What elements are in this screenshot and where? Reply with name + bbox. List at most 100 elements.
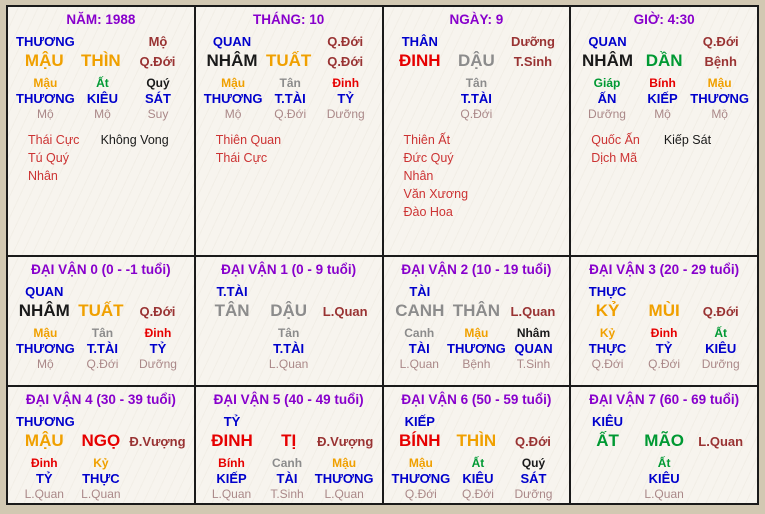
branch-label: MÃO [644,431,684,450]
hidden-stage-label: Q.Đới [460,107,493,121]
cell-title: NGÀY: 9 [449,12,504,27]
hour-pillar: GIỜ: 4:30 QUAN Q.Đới NHÂM DẦN Bệnh Giáp ẤN Dưỡng… [571,7,757,255]
hidden-stage-label: Q.Đới [591,357,624,371]
stage-label: Q.Đới [139,54,176,69]
hidden-stem-label: Quý [146,76,170,90]
day-pillar: NGÀY: 9 THÂN Dưỡng ĐINH DẬU T.Sinh Tân T.TÀI Q.Đ… [383,7,570,255]
hidden-stage-label: Bệnh [462,357,491,371]
star-label: Thái Cực [28,133,80,147]
hidden-ten-god-label: TỶ [337,91,355,106]
cell-title: ĐẠI VẬN 0 (0 - -1 tuổi) [31,262,171,277]
branch-label: TUẤT [78,301,124,320]
hidden-ten-god-label: THƯƠNG [447,341,506,356]
stem-label: CANH [395,301,445,320]
hidden-stage-label: T.Sinh [516,357,551,371]
hidden-stem-label: Mậu [707,76,732,90]
hidden-stage-label: L.Quan [268,357,309,371]
hidden-ten-god-label: ẤN [597,91,617,106]
hidden-ten-god-label: KIẾP [216,471,247,486]
four-pillars-grid: NĂM: 1988 THƯƠNG Mộ MẬU THÌN Q.Đới Mậu THƯƠNG Mộ… [6,5,759,505]
star-label: Thái Cực [215,151,268,165]
luck-period-0: ĐẠI VẬN 0 (0 - -1 tuổi) QUAN NHÂM TUẤT Q.Đới… [8,257,194,385]
branch-label: THÌN [81,51,121,70]
hidden-ten-god-label: THƯƠNG [16,341,75,356]
hidden-ten-god-label: KIÊU [705,341,737,356]
stage-label: L.Quan [698,434,744,449]
hidden-stage-label: L.Quan [24,487,64,501]
stage-label: Bệnh [704,54,737,69]
ten-god-label: THƯƠNG [16,414,75,429]
hidden-stage-label: Q.Đới [86,357,119,371]
hidden-stage-label: T.Sinh [270,487,304,501]
ten-god-label: THƯƠNG [16,34,75,49]
star-label: Thiên Quan [215,133,282,147]
star-label: Đức Quý Nhân [403,151,454,183]
hidden-stem-label: Ất [96,76,109,90]
hidden-stem-label: Quý [521,456,546,470]
hidden-stage-label: Dưỡng [139,357,177,371]
stage-label: Q.Đới [702,34,739,49]
ten-god-label: TÀI [409,284,431,299]
cell-title: THÁNG: 10 [252,12,325,27]
hidden-stage-label: Q.Đới [648,357,681,371]
luck-period-2: ĐẠI VẬN 2 (10 - 19 tuổi) TÀI CANH THÂN L.Qua… [383,257,570,385]
hidden-ten-god-label: T.TÀI [86,341,118,356]
hidden-stage-label: L.Quan [644,487,684,501]
stage-label: Q.Đới [327,54,364,69]
star-label: Không Vong [100,133,169,147]
hidden-ten-god-label: TÀI [408,341,430,356]
stage-label: Q.Đới [514,434,551,449]
stage-label: Đ.Vượng [317,434,374,449]
hidden-ten-god-label: KIẾP [647,91,678,106]
hidden-ten-god-label: TÀI [276,471,298,486]
hidden-stem-label: Đinh [30,456,58,470]
luck-period-5: ĐẠI VẬN 5 (40 - 49 tuổi) TỶ ĐINH TỊ Đ.Vượng B… [195,387,382,503]
hidden-stem-label: Ất [714,326,728,340]
cell-title: ĐẠI VẬN 1 (0 - 9 tuổi) [221,262,357,277]
stage-label: Mộ [148,34,168,49]
hidden-stage-label: Q.Đới [404,487,437,501]
hidden-stem-label: Canh [404,326,435,340]
luck-period-6: ĐẠI VẬN 6 (50 - 59 tuổi) KIẾP BÍNH THÌN Q.Đớ… [383,387,570,503]
luck-period-3: ĐẠI VẬN 3 (20 - 29 tuổi) THỰC KỶ MÙI Q.Đới Kỷ… [571,257,757,385]
hidden-ten-god-label: QUAN [514,341,553,356]
ten-god-label: THÂN [401,34,438,49]
hidden-stage-label: Mộ [37,357,54,371]
hidden-ten-god-label: THƯƠNG [690,91,749,106]
luck-period-7: ĐẠI VẬN 7 (60 - 69 tuổi) KIÊU ẤT MÃO L.Quan Ấ… [571,387,757,503]
hidden-stem-label: Mậu [464,326,489,340]
star-label: Dịch Mã [591,151,638,165]
hidden-ten-god-label: TỶ [35,471,53,486]
cell-title: ĐẠI VẬN 2 (10 - 19 tuổi) [401,262,552,277]
hidden-stage-label: Q.Đới [462,487,494,501]
year-pillar: NĂM: 1988 THƯƠNG Mộ MẬU THÌN Q.Đới Mậu THƯƠNG Mộ… [8,7,194,255]
star-label: Văn Xương [403,187,469,201]
hidden-stage-label: Dưỡng [326,107,365,121]
hidden-stage-label: L.Quan [81,487,121,501]
hidden-ten-god-label: THỰC [82,471,120,486]
stage-label: Q.Đới [139,304,176,319]
hidden-stem-label: Bính [218,456,245,470]
stem-label: ĐINH [399,51,441,70]
hidden-stem-label: Đinh [650,326,678,340]
hidden-stem-label: Kỷ [599,326,616,340]
hidden-stage-label: Mộ [37,107,54,121]
hidden-ten-god-label: T.TÀI [274,91,306,106]
hidden-stem-label: Tân [465,76,488,90]
hidden-stage-label: Mộ [654,107,671,121]
branch-label: NGỌ [81,431,121,450]
ten-god-label: T.TÀI [216,284,248,299]
stage-label: Đ.Vượng [129,434,186,449]
hidden-stem-label: Tân [277,326,300,340]
hidden-stem-label: Bính [649,76,676,90]
luck-period-1: ĐẠI VẬN 1 (0 - 9 tuổi) T.TÀI TÂN DẬU L.Quan T… [195,257,382,385]
hidden-ten-god-label: T.TÀI [460,91,492,106]
star-list: Thiên Ất Đức Quý Nhân Văn Xương Đào Hoa [392,131,562,221]
hidden-stage-label: Mộ [224,107,242,121]
luck-period-4: ĐẠI VẬN 4 (30 - 39 tuổi) THƯƠNG MẬU NGỌ Đ.Vư… [8,387,194,503]
month-pillar: THÁNG: 10 QUAN Q.Đới NHÂM TUẤT Q.Đới Mậu THƯƠNG… [195,7,382,255]
stage-label: Q.Đới [702,304,739,319]
star-label: Thiên Ất [403,133,451,147]
hidden-ten-god-label: THỰC [588,341,627,356]
